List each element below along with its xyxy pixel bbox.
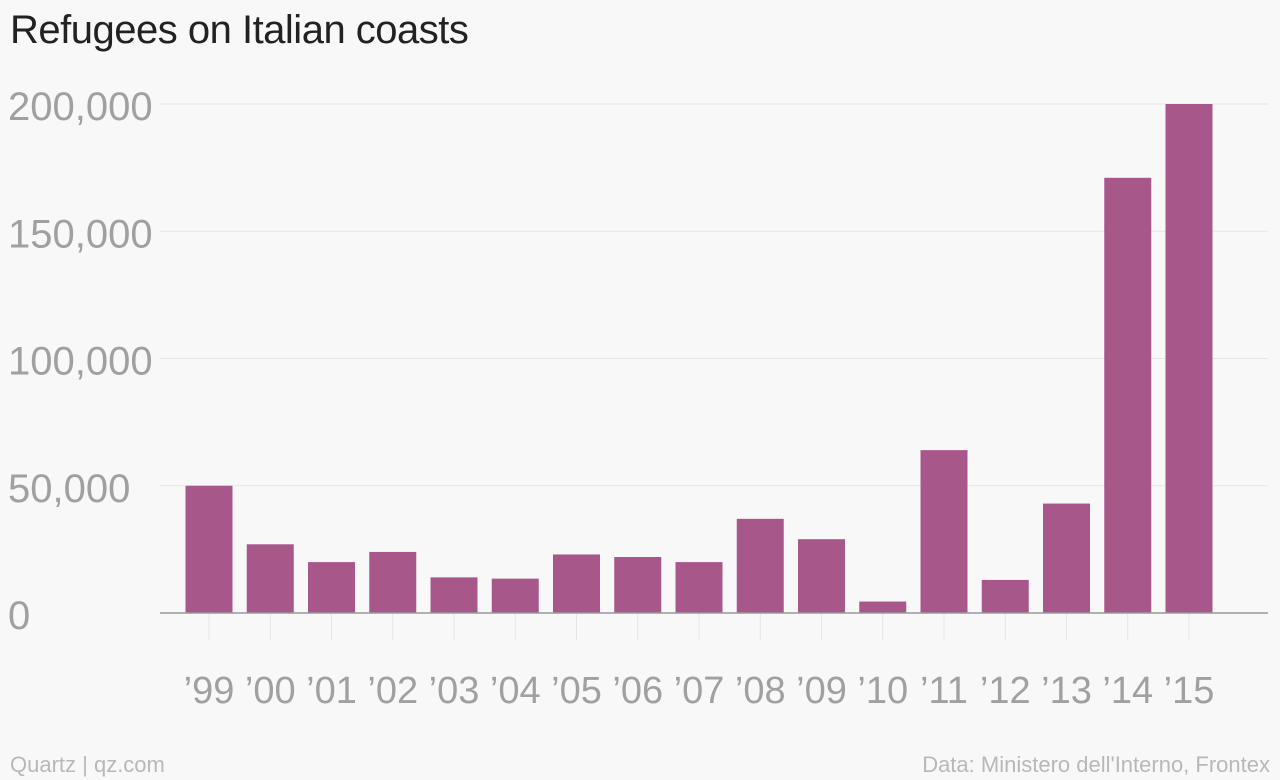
x-tick-label: ’02: [367, 670, 418, 712]
bars: [185, 104, 1213, 613]
x-tick-label: ’05: [551, 670, 602, 712]
bar: [798, 539, 845, 613]
y-tick-label: 100,000: [8, 340, 153, 384]
data-source: Data: Ministero dell'Interno, Frontex: [922, 752, 1270, 777]
bar: [491, 578, 539, 613]
bar: [920, 450, 968, 613]
x-tick-label: ’00: [245, 670, 296, 712]
x-tick-label: ’04: [490, 670, 541, 712]
x-tick-label: ’99: [184, 670, 235, 712]
x-tick-label: ’12: [980, 670, 1031, 712]
bar: [430, 577, 478, 613]
x-tick-label: ’11: [920, 670, 968, 712]
x-tick-label: ’14: [1102, 670, 1153, 712]
source-credit: Quartz | qz.com: [10, 752, 165, 777]
x-axis-ticks: ’99’00’01’02 ’03’04’05’06 ’07’08’09’10 ’11 ’…: [184, 613, 1215, 712]
gridlines: [160, 103, 1268, 487]
y-tick-label: 50,000: [8, 467, 130, 511]
bar: [308, 562, 355, 613]
x-tick-label: ’07: [674, 670, 725, 712]
x-tick-label: ’01: [306, 670, 357, 712]
bar: [553, 554, 600, 613]
y-tick-label: 150,000: [8, 212, 153, 256]
y-axis-ticks: 0 50,000 100,000 150,000 200,000: [8, 85, 153, 638]
chart-title: Refugees on Italian coasts: [10, 8, 469, 52]
bar: [675, 562, 723, 613]
x-tick-label: ’10: [857, 670, 908, 712]
x-tick-label: ’03: [429, 670, 480, 712]
bar: [1104, 177, 1152, 613]
y-tick-label: 200,000: [8, 85, 153, 129]
bar: [736, 518, 784, 613]
x-tick-label: ’09: [796, 670, 847, 712]
bar: [246, 544, 294, 613]
bar: [1043, 503, 1090, 613]
bar: [859, 601, 907, 613]
bar: [614, 557, 662, 613]
y-tick-label: 0: [8, 594, 30, 638]
bar: [185, 485, 233, 613]
bar: [369, 551, 417, 613]
x-tick-label: ’06: [612, 670, 663, 712]
x-tick-label: ’13: [1041, 670, 1092, 712]
bar: [1165, 104, 1213, 613]
x-tick-label: ’08: [735, 670, 786, 712]
bar: [981, 579, 1029, 613]
x-tick-label: ’15: [1164, 670, 1215, 712]
